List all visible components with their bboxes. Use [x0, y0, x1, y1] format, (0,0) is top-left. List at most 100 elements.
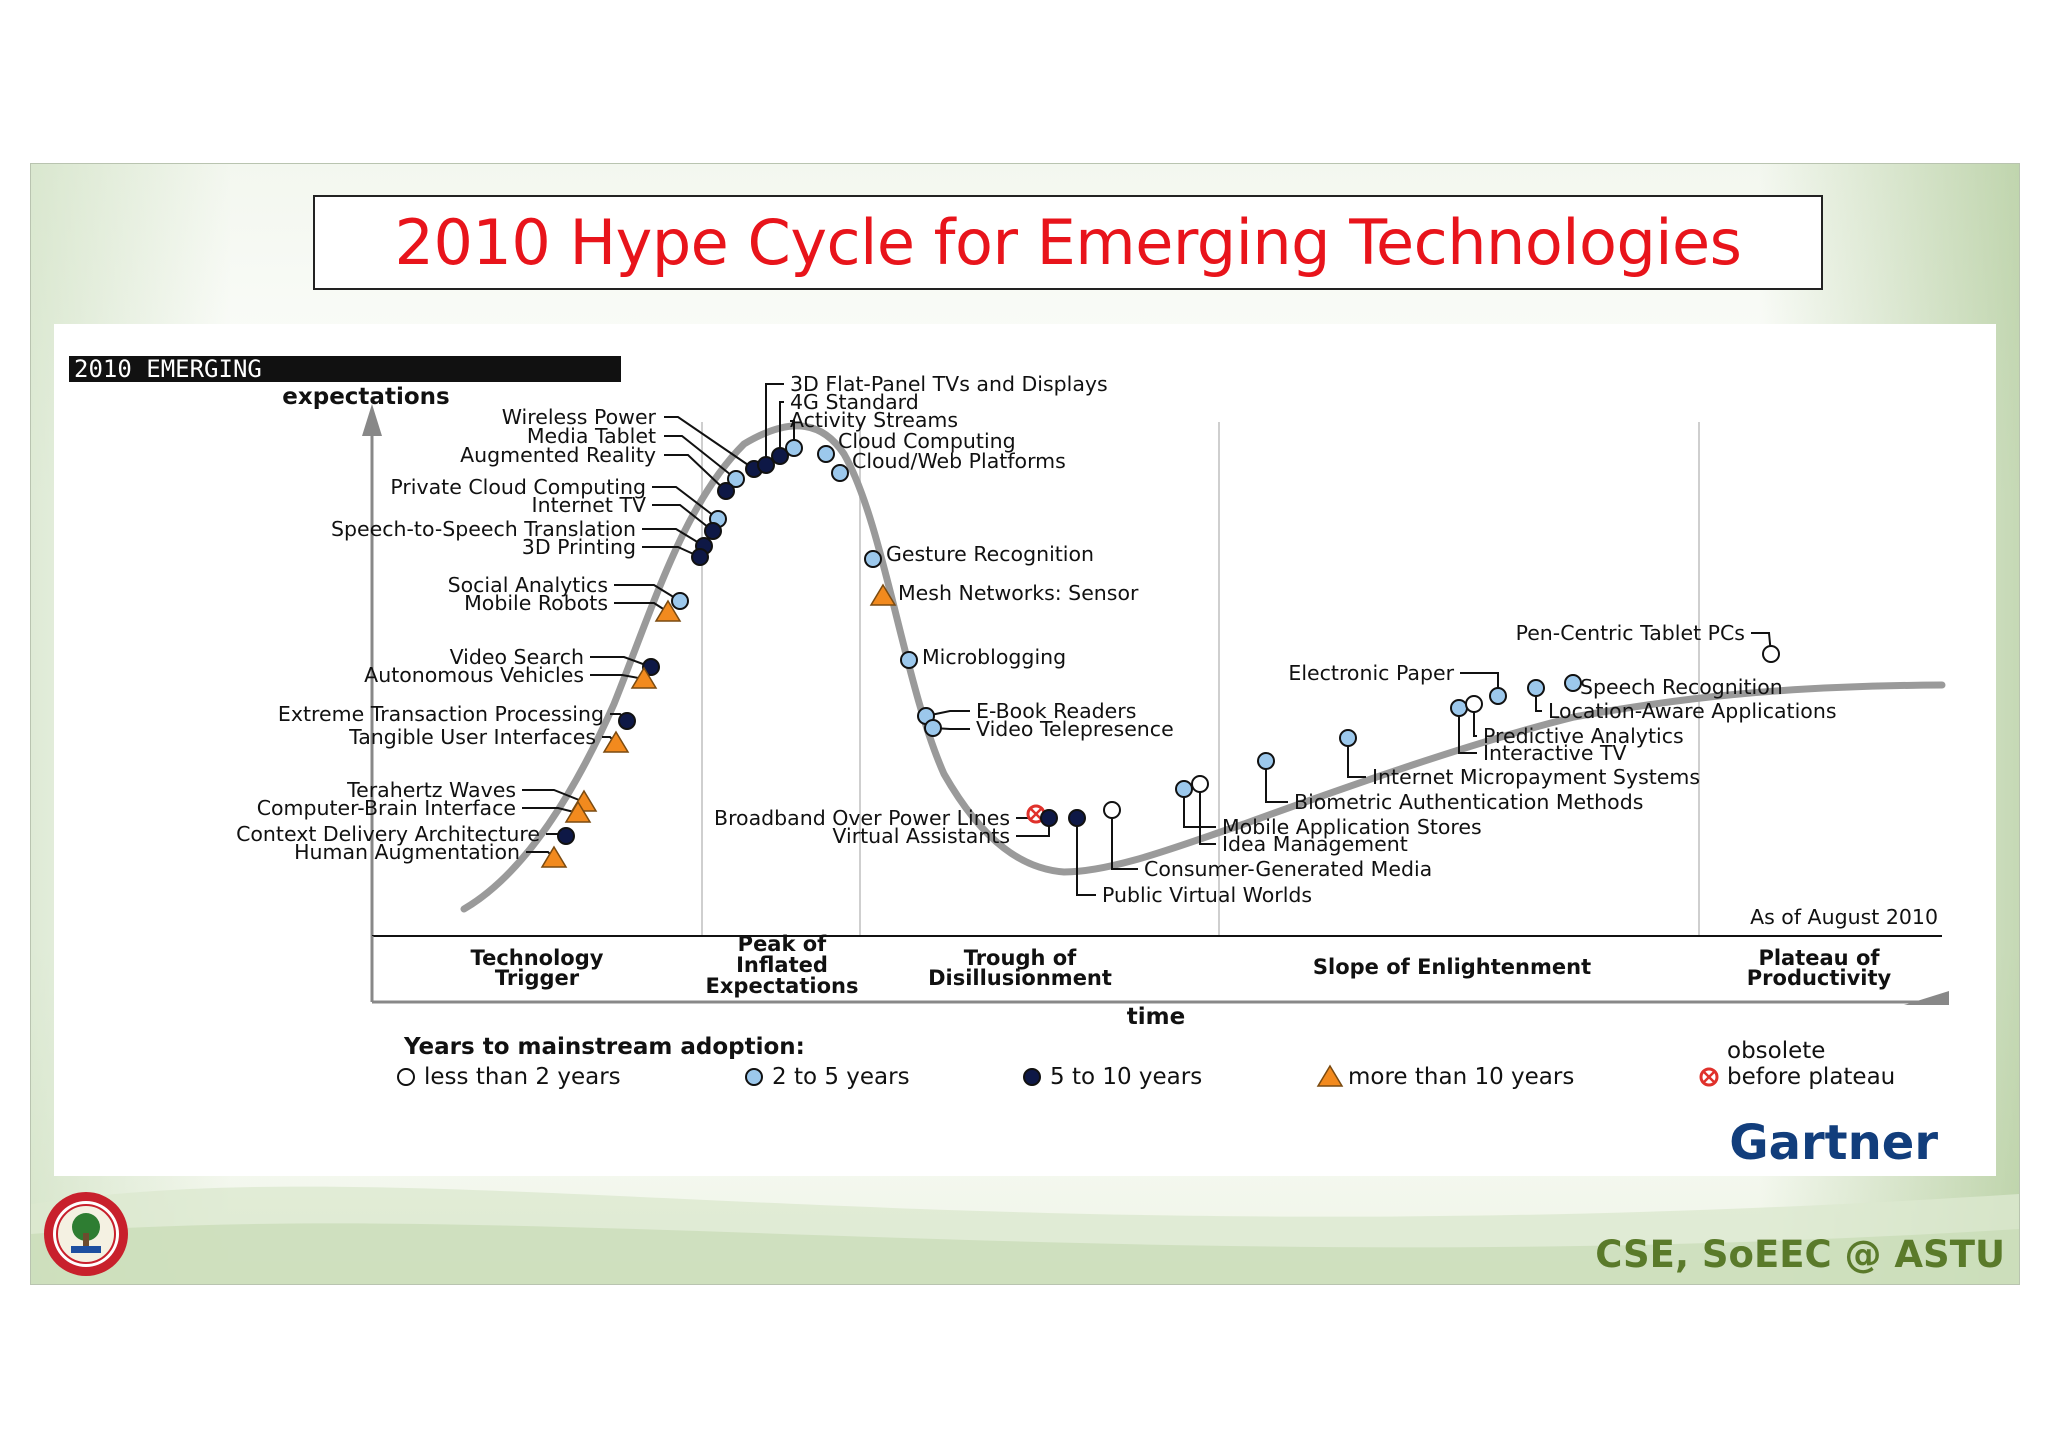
technology-marker — [1068, 809, 1086, 827]
technology-label: Predictive Analytics — [1483, 724, 1684, 748]
university-seal-logo — [44, 1192, 128, 1276]
y-axis-arrow-icon — [362, 404, 382, 436]
legend-marker-icon — [1699, 1067, 1719, 1087]
slide-title-box: 2010 Hype Cycle for Emerging Technologie… — [313, 195, 1823, 290]
technology-marker — [1450, 699, 1468, 717]
slide-background-swoosh — [31, 1186, 2019, 1284]
technology-marker — [564, 800, 592, 823]
legend-label: more than 10 years — [1348, 1064, 1574, 1090]
technology-label: Consumer-Generated Media — [1144, 857, 1432, 881]
leader-line — [1111, 810, 1138, 870]
technology-markers — [540, 439, 1780, 868]
slide-footer: CSE, SoEEC @ ASTU — [1595, 1233, 2005, 1276]
technology-label: Video Telepresence — [976, 717, 1174, 741]
leader-line — [614, 602, 669, 613]
leader-line — [522, 789, 585, 803]
legend-marker-icon — [1316, 1064, 1344, 1087]
technology-marker — [864, 550, 882, 568]
technology-label: Context Delivery Architecture — [236, 822, 540, 846]
technology-label: Tangible User Interfaces — [348, 725, 596, 749]
leader-line — [664, 416, 755, 470]
technology-marker — [831, 464, 849, 482]
technology-marker — [630, 666, 658, 689]
technology-marker — [642, 658, 660, 676]
technology-marker — [1040, 809, 1058, 827]
leader-line — [1199, 784, 1216, 845]
gartner-logo: Gartner — [1729, 1115, 1938, 1171]
technology-label: Autonomous Vehicles — [364, 663, 584, 687]
leader-line — [1458, 708, 1477, 754]
phase-label: Trough of Disillusionment — [928, 946, 1112, 990]
technology-marker — [1489, 687, 1507, 705]
technology-marker — [1564, 674, 1582, 692]
technology-label: Media Tablet — [527, 424, 656, 448]
technology-marker — [540, 845, 568, 868]
technology-label: Wireless Power — [502, 405, 657, 429]
phase-label: Plateau of Productivity — [1747, 946, 1892, 990]
technology-label: Virtual Assistants — [832, 824, 1010, 848]
technology-marker — [1257, 752, 1275, 770]
leader-line — [1473, 704, 1477, 737]
technology-marker — [771, 447, 789, 465]
leader-line — [1265, 761, 1288, 803]
technology-label: Public Virtual Worlds — [1102, 883, 1312, 907]
technology-marker — [671, 592, 689, 610]
technology-label: Biometric Authentication Methods — [1294, 790, 1643, 814]
technology-marker — [717, 482, 735, 500]
leader-line — [590, 674, 645, 680]
phase-label: Peak of Inflated Expectations — [706, 932, 859, 998]
phase-label: Technology Trigger — [471, 946, 604, 990]
technology-marker — [924, 719, 942, 737]
technology-label: Gesture Recognition — [886, 542, 1094, 566]
technology-label: Location-Aware Applications — [1548, 699, 1837, 723]
technology-label: Terahertz Waves — [346, 778, 516, 802]
technology-label: Interactive TV — [1483, 741, 1627, 765]
leader-line — [642, 528, 705, 547]
corner-label-bar — [69, 356, 621, 382]
technology-label: 4G Standard — [790, 390, 919, 414]
technology-marker — [869, 583, 897, 606]
legend-label: 5 to 10 years — [1050, 1064, 1202, 1090]
phase-labels: Technology Trigger Peak of Inflated Expectat… — [471, 932, 1892, 998]
technology-marker — [557, 827, 575, 845]
technology-marker — [1175, 780, 1193, 798]
legend-marker-icon — [1023, 1068, 1041, 1086]
legend-label: 2 to 5 years — [772, 1064, 910, 1090]
legend-title: Years to mainstream adoption: — [403, 1034, 805, 1060]
corner-label: 2010 EMERGING — [74, 355, 262, 383]
technology-label: Internet Micropayment Systems — [1372, 765, 1700, 789]
technology-marker — [727, 470, 745, 488]
technology-label: Cloud/Web Platforms — [852, 449, 1066, 473]
hype-curve — [460, 422, 1946, 913]
legend-label: less than 2 years — [424, 1064, 621, 1090]
technology-marker — [704, 522, 722, 540]
leader-lines — [522, 383, 1772, 896]
technology-marker — [1191, 775, 1209, 793]
technology-label: 3D Printing — [522, 535, 636, 559]
leader-line — [522, 807, 579, 814]
leader-line — [1347, 738, 1366, 778]
technology-label: Extreme Transaction Processing — [278, 702, 604, 726]
technology-label: 3D Flat-Panel TVs and Displays — [790, 372, 1108, 396]
legend-label: before plateau — [1727, 1064, 1895, 1090]
technology-label: Video Search — [450, 645, 584, 669]
technology-label: Idea Management — [1222, 832, 1408, 856]
technology-label: Speech Recognition — [1580, 675, 1783, 699]
leader-line — [590, 656, 652, 668]
technology-label: Mobile Robots — [464, 591, 608, 615]
technology-marker — [817, 445, 835, 463]
x-axis-label: time — [1127, 1004, 1185, 1030]
technology-label: Private Cloud Computing — [390, 475, 646, 499]
leader-line — [664, 454, 727, 492]
slide-title: 2010 Hype Cycle for Emerging Technologie… — [394, 206, 1742, 279]
leader-line — [652, 504, 714, 532]
x-axis-arrow-icon — [1904, 991, 1949, 1005]
technology-label: Social Analytics — [448, 573, 608, 597]
technology-label: Pen-Centric Tablet PCs — [1516, 621, 1745, 645]
leader-line — [779, 401, 784, 456]
technology-marker — [1339, 729, 1357, 747]
legend-marker-icon — [397, 1068, 415, 1086]
leader-line — [1076, 818, 1096, 896]
y-axis-label: expectations — [282, 384, 449, 410]
